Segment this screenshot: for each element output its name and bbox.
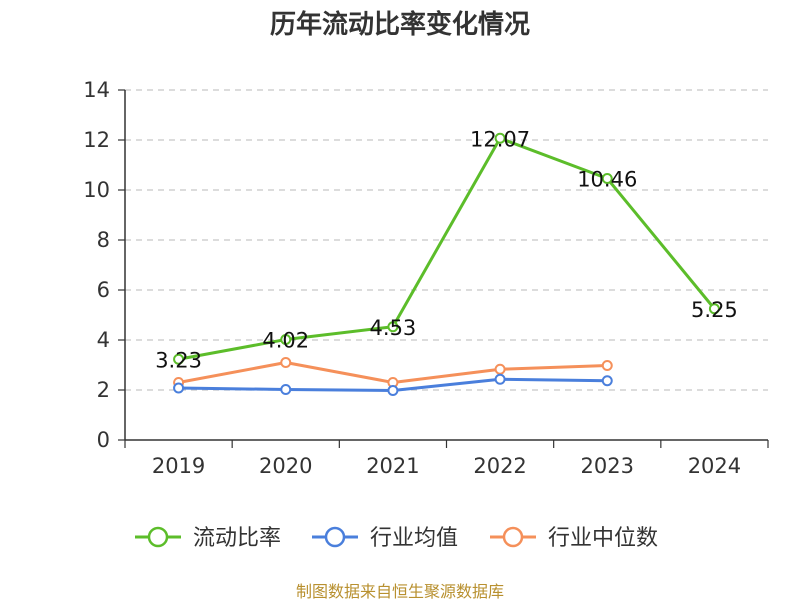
y-tick-label: 6 [97,278,110,302]
data-label: 4.53 [370,316,417,340]
data-label: 4.02 [262,329,309,353]
series-lines [173,132,720,396]
y-tick-label: 4 [97,328,110,352]
x-tick-label: 2021 [366,454,419,478]
y-tick-label: 0 [97,428,110,452]
y-tick-label: 12 [83,128,110,152]
grid-lines [125,89,768,391]
data-point[interactable] [387,385,399,396]
data-label: 12.07 [470,127,530,151]
legend-marker-icon [502,526,524,548]
data-point[interactable] [280,384,292,395]
footer-source: 制图数据来自恒生聚源数据库 [295,582,504,601]
y-tick-label: 14 [83,78,110,102]
data-point[interactable] [494,132,506,144]
x-tick-label: 2024 [688,454,741,478]
data-point[interactable] [601,360,613,371]
data-point[interactable] [494,363,506,375]
x-tick-label: 2020 [259,454,312,478]
legend-marker-icon [324,526,346,548]
data-label: 10.46 [577,168,637,192]
data-point[interactable] [280,334,292,345]
data-labels: 3.23 4.02 4.53 12.07 10.46 5.25 [155,127,738,372]
data-point[interactable] [494,373,506,385]
y-tick-label: 2 [97,378,110,402]
series-line [178,136,716,361]
data-label: 5.25 [691,298,738,322]
chart-title: 历年流动比率变化情况 [269,10,530,40]
data-point[interactable] [601,375,613,387]
y-tick-label: 8 [97,228,110,252]
data-point[interactable] [387,321,399,333]
x-tick-label: 2022 [473,454,526,478]
data-point[interactable] [601,173,613,184]
data-point[interactable] [708,303,720,315]
legend-item-label[interactable]: 流动比率 [193,526,281,551]
data-label: 3.23 [155,348,202,372]
data-point[interactable] [280,357,292,368]
data-point[interactable] [173,382,185,394]
y-tick-label: 10 [83,178,110,202]
legend-item-label[interactable]: 行业均值 [370,526,458,551]
legend-marker-icon [147,526,169,548]
data-point[interactable] [173,353,185,365]
legend: 流动比率 行业均值 行业中位数 [135,526,658,551]
x-tick-label: 2023 [581,454,634,478]
legend-item-label[interactable]: 行业中位数 [548,526,658,551]
axes: 0 2 4 6 8 10 12 14 2019 2020 2021 2022 2023 2024 [83,78,769,478]
x-tick-label: 2019 [152,454,205,478]
